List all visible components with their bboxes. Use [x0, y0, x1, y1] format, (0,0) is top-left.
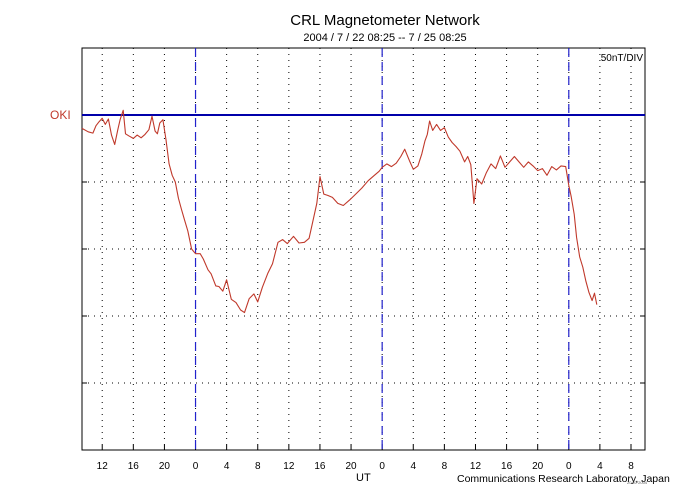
x-tick-label: 8 [255, 461, 261, 472]
x-tick-label: 8 [628, 461, 634, 472]
chart-title: CRL Magnetometer Network [290, 12, 480, 29]
x-tick-label: 4 [410, 461, 416, 472]
x-tick-label: 0 [379, 461, 385, 472]
x-tick-label: 12 [470, 461, 482, 472]
x-tick-label: 4 [224, 461, 230, 472]
credit-label: Communications Research Laboratory, Japa… [457, 473, 670, 485]
x-tick-label: 12 [97, 461, 109, 472]
x-tick-label: 8 [442, 461, 448, 472]
x-tick-label: 20 [345, 461, 357, 472]
x-tick-label: 12 [283, 461, 295, 472]
x-tick-label: 4 [597, 461, 603, 472]
x-tick-label: 20 [532, 461, 544, 472]
chart-subtitle: 2004 / 7 / 22 08:25 -- 7 / 25 08:25 [303, 32, 467, 44]
plot-stamp: 20 07 2004 [627, 480, 648, 485]
x-tick-label: 20 [159, 461, 171, 472]
x-tick-label: 16 [501, 461, 513, 472]
x-tick-label: 0 [566, 461, 572, 472]
x-tick-label: 16 [314, 461, 326, 472]
series-line-oki [81, 109, 598, 314]
station-label: OKI [50, 108, 71, 122]
x-tick-label: 16 [128, 461, 140, 472]
scale-label: 50nT/DIV [600, 53, 643, 64]
x-tick-label: 0 [193, 461, 199, 472]
x-axis-label: UT [356, 472, 371, 484]
